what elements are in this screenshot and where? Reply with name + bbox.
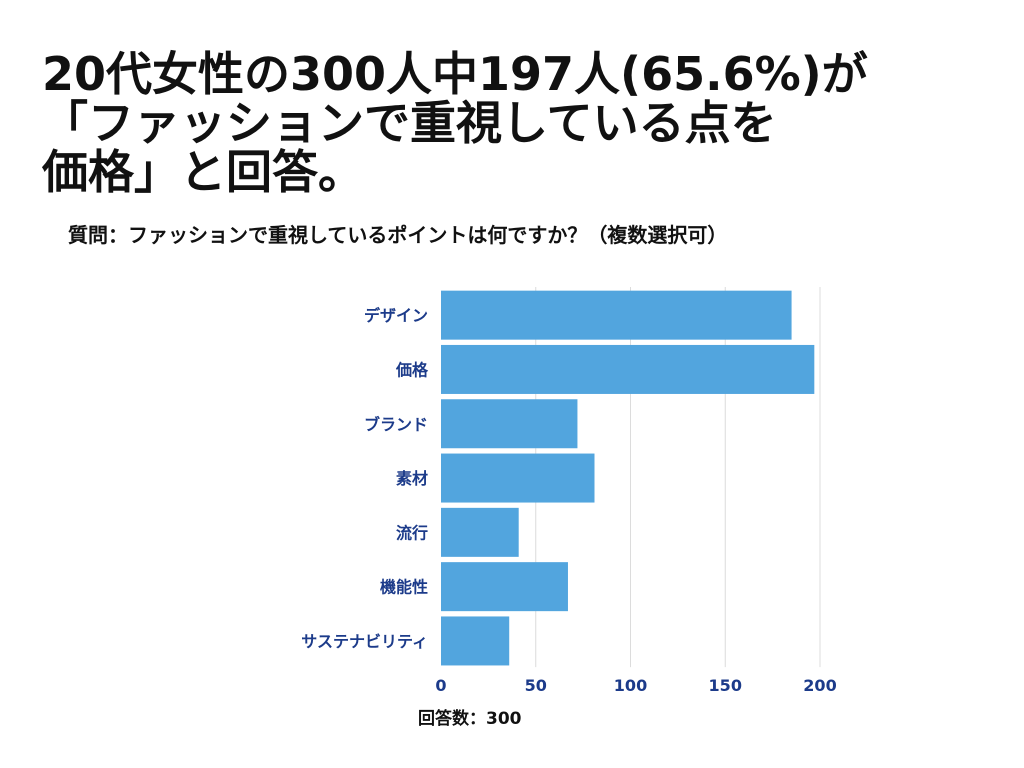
headline: 20代女性の300人中197人(65.6%)が 「ファッションで重視している点を… <box>42 50 1002 197</box>
x-tick-label: 0 <box>435 676 446 695</box>
headline-line-1: 20代女性の300人中197人(65.6%)が <box>42 47 868 101</box>
bar-4 <box>441 453 595 503</box>
bar-6 <box>441 562 568 612</box>
survey-question: 質問：ファッションで重視しているポイントは何ですか？（複数選択可） <box>68 223 728 247</box>
category-label-1: デザイン <box>364 306 428 325</box>
category-label-6: 機能性 <box>380 578 428 597</box>
bar-3 <box>441 399 578 449</box>
bar-7 <box>441 616 510 666</box>
bar-2 <box>441 344 815 394</box>
category-label-5: 流行 <box>396 523 428 542</box>
category-label-4: 素材 <box>396 469 428 488</box>
respondent-count: 回答数：300 <box>418 709 522 729</box>
headline-line-2: 「ファッションで重視している点を <box>42 96 777 150</box>
x-tick-label: 100 <box>614 676 647 695</box>
bar-5 <box>441 507 519 557</box>
x-tick-label: 150 <box>709 676 742 695</box>
x-tick-label: 50 <box>525 676 547 695</box>
bar-1 <box>441 290 792 340</box>
x-tick-label: 200 <box>803 676 836 695</box>
category-label-2: 価格 <box>395 360 429 379</box>
category-label-7: サステナビリティ <box>301 632 428 651</box>
headline-line-3: 価格」と回答。 <box>42 145 364 199</box>
category-label-3: ブランド <box>364 415 428 434</box>
